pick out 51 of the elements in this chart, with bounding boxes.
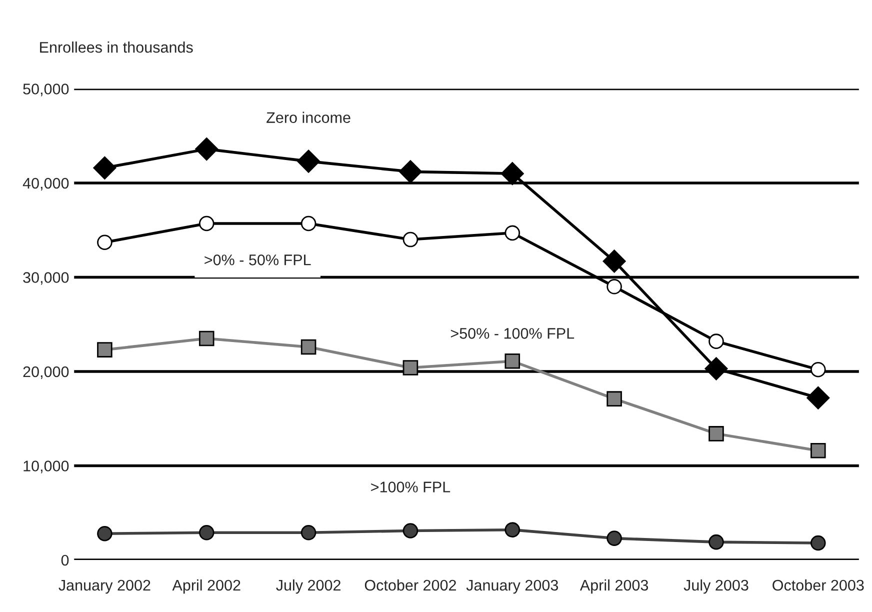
x-tick-label: October 2003 xyxy=(772,579,864,591)
point xyxy=(300,525,316,540)
text: Zero income xyxy=(266,112,350,123)
point xyxy=(708,426,724,442)
text: >100% FPL xyxy=(371,482,450,492)
point xyxy=(300,216,316,232)
x-tick-label: July 2003 xyxy=(684,579,748,594)
point xyxy=(93,156,116,180)
point xyxy=(606,391,622,406)
x-tick-label: January 2002 xyxy=(58,580,150,594)
point xyxy=(198,330,214,346)
point xyxy=(810,443,826,458)
point xyxy=(606,530,622,546)
point xyxy=(708,334,724,349)
point xyxy=(704,357,728,380)
y-tick-label: 10,000 xyxy=(24,460,69,474)
y-tick-label: 20,000 xyxy=(23,366,69,379)
point xyxy=(402,523,418,538)
point xyxy=(810,362,826,378)
point xyxy=(810,535,826,551)
point xyxy=(806,386,830,410)
x-tick-label: July 2002 xyxy=(276,579,340,594)
point xyxy=(198,525,214,540)
point xyxy=(398,160,422,184)
x-tick-label: April 2002 xyxy=(172,579,240,594)
point xyxy=(195,138,218,161)
point xyxy=(606,279,622,294)
series-label: >0% - 50% FPL xyxy=(204,254,311,266)
point xyxy=(602,250,626,273)
point xyxy=(504,522,520,538)
point xyxy=(300,339,316,355)
y-tick-label: 0 xyxy=(61,554,69,566)
y-tick-label: 30,000 xyxy=(23,272,69,285)
point xyxy=(708,534,724,550)
y-axis-title: Enrollees in thousands xyxy=(40,42,193,53)
x-tick-label: April 2003 xyxy=(580,579,648,594)
point xyxy=(97,234,112,250)
y-tick-label: 50,000 xyxy=(23,84,69,96)
point xyxy=(500,162,524,186)
point xyxy=(402,232,418,248)
point xyxy=(97,342,112,358)
point xyxy=(402,360,418,376)
point xyxy=(504,353,520,369)
series-label: >50% - 100% FPL xyxy=(450,328,574,339)
point xyxy=(297,150,320,173)
point xyxy=(97,526,112,542)
point xyxy=(504,225,520,241)
x-tick-label: October 2002 xyxy=(364,579,456,591)
y-tick-label: 40,000 xyxy=(22,178,69,190)
point xyxy=(198,216,214,232)
x-tick-label: January 2003 xyxy=(466,580,558,594)
